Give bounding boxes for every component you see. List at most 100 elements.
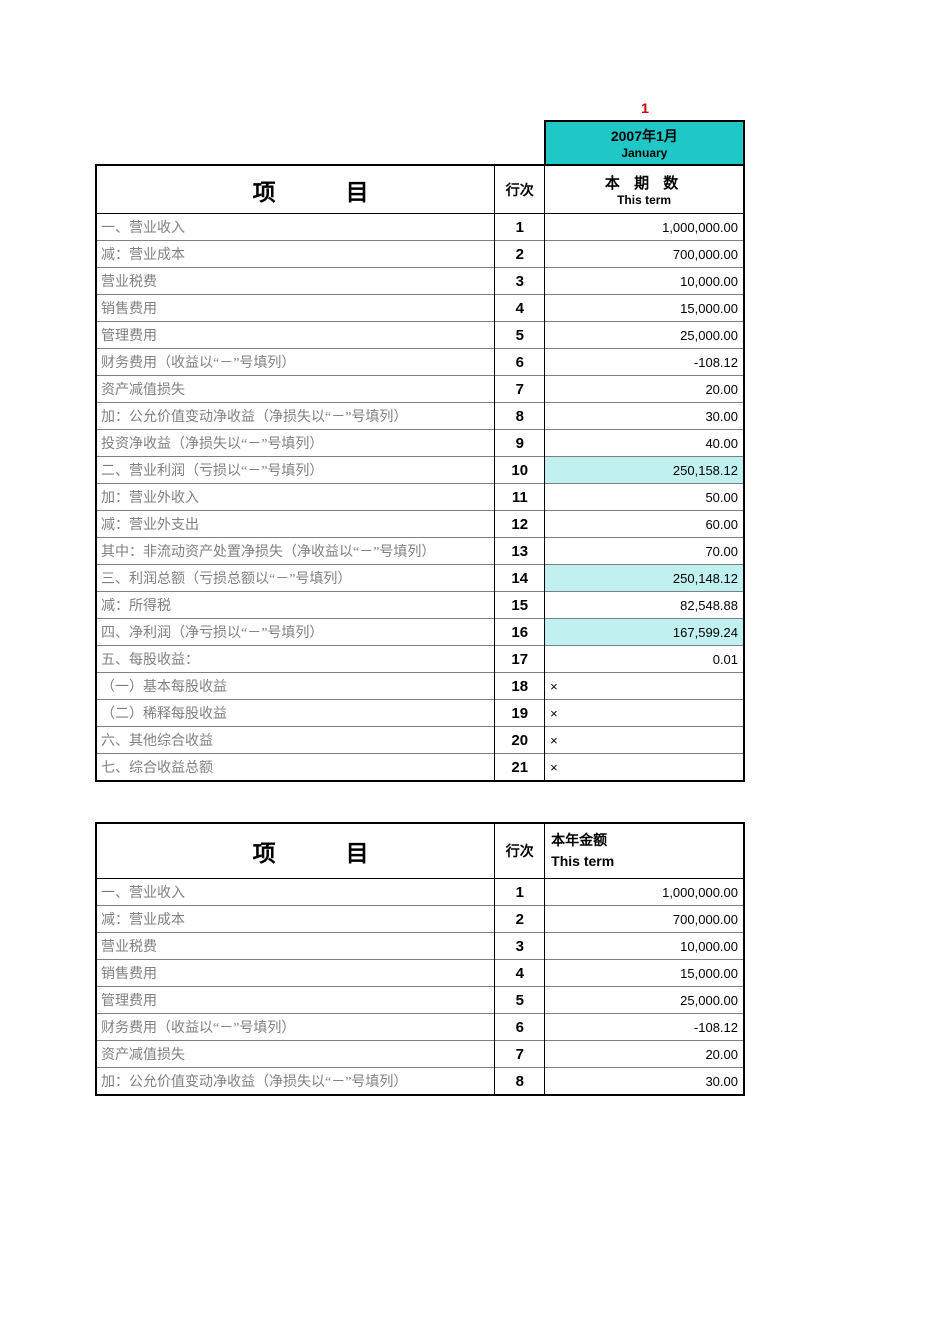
lineno-cell: 3 (495, 933, 545, 960)
column-header-value: 本 期 数 This term (545, 165, 744, 214)
lineno-cell: 8 (495, 1068, 545, 1096)
lineno-cell: 5 (495, 322, 545, 349)
item-cell: 六、其他综合收益 (96, 727, 495, 754)
blank-header (495, 121, 545, 165)
lineno-cell: 5 (495, 987, 545, 1014)
table-row: 减：营业外支出1260.00 (96, 511, 744, 538)
table-row: 减：所得税1582,548.88 (96, 592, 744, 619)
column-header-lineno: 行次 (495, 823, 545, 879)
column-header-item: 项目 (96, 823, 495, 879)
table-row: 五、每股收益：170.01 (96, 646, 744, 673)
table-spacer (95, 782, 850, 822)
item-cell: 三、利润总额（亏损总额以“－”号填列） (96, 565, 495, 592)
table-row: 一、营业收入11,000,000.00 (96, 879, 744, 906)
period-en: January (552, 146, 737, 160)
header-value-en: This term (551, 851, 737, 872)
table-row: 其中：非流动资产处置净损失（净收益以“－”号填列）1370.00 (96, 538, 744, 565)
item-cell: 营业税费 (96, 268, 495, 295)
item-cell: 投资净收益（净损失以“－”号填列） (96, 430, 495, 457)
lineno-cell: 19 (495, 700, 545, 727)
table-row: 财务费用（收益以“－”号填列）6-108.12 (96, 1014, 744, 1041)
page-container: 1 2007年1月 January 项目 行次 本 期 数 This (0, 0, 945, 1156)
lineno-cell: 13 (495, 538, 545, 565)
blank-header (96, 121, 495, 165)
value-cell: 70.00 (545, 538, 744, 565)
table-row: 营业税费310,000.00 (96, 268, 744, 295)
item-cell: 五、每股收益： (96, 646, 495, 673)
lineno-cell: 15 (495, 592, 545, 619)
item-cell: 销售费用 (96, 295, 495, 322)
lineno-cell: 8 (495, 403, 545, 430)
lineno-cell: 2 (495, 906, 545, 933)
lineno-cell: 17 (495, 646, 545, 673)
table-row: （二）稀释每股收益19× (96, 700, 744, 727)
lineno-cell: 6 (495, 1014, 545, 1041)
table-row: 资产减值损失720.00 (96, 1041, 744, 1068)
value-cell: 700,000.00 (545, 906, 744, 933)
item-cell: 一、营业收入 (96, 214, 495, 241)
item-cell: 四、净利润（净亏损以“－”号填列） (96, 619, 495, 646)
lineno-cell: 14 (495, 565, 545, 592)
item-cell: 减：营业外支出 (96, 511, 495, 538)
table-row: 财务费用（收益以“－”号填列）6-108.12 (96, 349, 744, 376)
value-cell: 20.00 (545, 376, 744, 403)
item-cell: 销售费用 (96, 960, 495, 987)
value-cell: 40.00 (545, 430, 744, 457)
value-cell: 1,000,000.00 (545, 214, 744, 241)
item-cell: 七、综合收益总额 (96, 754, 495, 782)
lineno-cell: 4 (495, 960, 545, 987)
table-row: 投资净收益（净损失以“－”号填列）940.00 (96, 430, 744, 457)
item-cell: 二、营业利润（亏损以“－”号填列） (96, 457, 495, 484)
period-cn: 2007年1月 (552, 126, 737, 146)
value-cell: × (545, 754, 744, 782)
income-statement-table-1: 2007年1月 January 项目 行次 本 期 数 This term 一、… (95, 120, 745, 782)
item-cell: 管理费用 (96, 322, 495, 349)
value-cell: 167,599.24 (545, 619, 744, 646)
lineno-cell: 11 (495, 484, 545, 511)
header-value-en: This term (551, 193, 737, 207)
lineno-cell: 6 (495, 349, 545, 376)
value-cell: 20.00 (545, 1041, 744, 1068)
value-cell: 25,000.00 (545, 322, 744, 349)
item-cell: 一、营业收入 (96, 879, 495, 906)
table-row: （一）基本每股收益18× (96, 673, 744, 700)
income-statement-table-2: 项目 行次 本年金额 This term 一、营业收入11,000,000.00… (95, 822, 745, 1096)
value-cell: × (545, 700, 744, 727)
lineno-cell: 1 (495, 879, 545, 906)
value-cell: 250,158.12 (545, 457, 744, 484)
item-cell: 营业税费 (96, 933, 495, 960)
lineno-cell: 18 (495, 673, 545, 700)
value-cell: × (545, 727, 744, 754)
value-cell: -108.12 (545, 1014, 744, 1041)
value-cell: 50.00 (545, 484, 744, 511)
value-cell: 10,000.00 (545, 268, 744, 295)
table-row: 四、净利润（净亏损以“－”号填列）16167,599.24 (96, 619, 744, 646)
lineno-cell: 16 (495, 619, 545, 646)
lineno-cell: 9 (495, 430, 545, 457)
value-cell: 700,000.00 (545, 241, 744, 268)
header-value-cn: 本 期 数 (551, 172, 737, 193)
column-header-lineno: 行次 (495, 165, 545, 214)
table-row: 加：营业外收入1150.00 (96, 484, 744, 511)
table-row: 管理费用525,000.00 (96, 987, 744, 1014)
item-cell: （二）稀释每股收益 (96, 700, 495, 727)
lineno-cell: 20 (495, 727, 545, 754)
item-cell: 管理费用 (96, 987, 495, 1014)
table-row: 销售费用415,000.00 (96, 295, 744, 322)
lineno-cell: 10 (495, 457, 545, 484)
item-cell: 减：营业成本 (96, 906, 495, 933)
value-cell: 1,000,000.00 (545, 879, 744, 906)
lineno-cell: 4 (495, 295, 545, 322)
table-row: 加：公允价值变动净收益（净损失以“－”号填列）830.00 (96, 1068, 744, 1096)
item-cell: 加：营业外收入 (96, 484, 495, 511)
value-cell: 250,148.12 (545, 565, 744, 592)
table-row: 资产减值损失720.00 (96, 376, 744, 403)
table-row: 六、其他综合收益20× (96, 727, 744, 754)
value-cell: -108.12 (545, 349, 744, 376)
value-cell: 10,000.00 (545, 933, 744, 960)
lineno-cell: 7 (495, 376, 545, 403)
item-cell: 加：公允价值变动净收益（净损失以“－”号填列） (96, 403, 495, 430)
table-row: 销售费用415,000.00 (96, 960, 744, 987)
value-cell: 0.01 (545, 646, 744, 673)
table-row: 七、综合收益总额21× (96, 754, 744, 782)
